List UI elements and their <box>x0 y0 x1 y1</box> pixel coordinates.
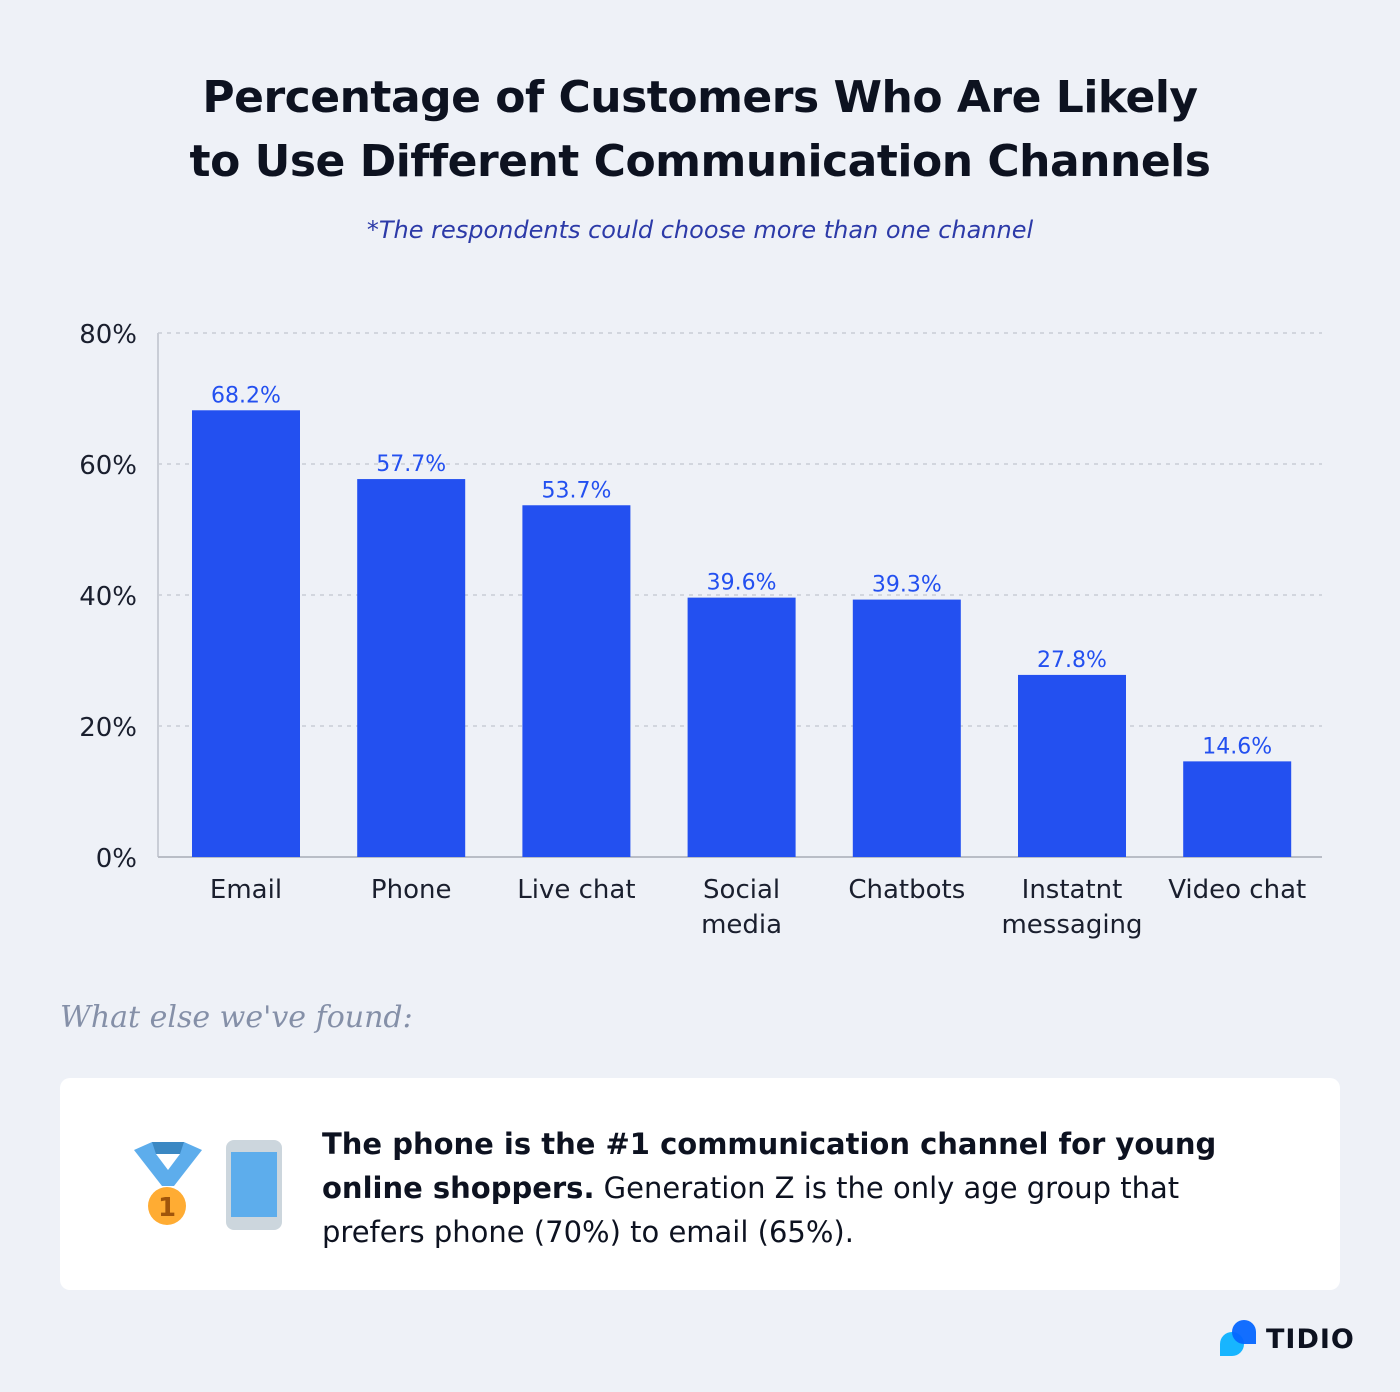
x-tick-label: Instatnt <box>1022 875 1123 905</box>
first-place-medal-icon: 1 <box>134 1142 202 1225</box>
finding-text: The phone is the #1 communication channe… <box>322 1122 1282 1254</box>
data-label: 27.8% <box>1037 648 1107 673</box>
bar-chatbots <box>852 599 961 857</box>
x-tick-label: Chatbots <box>848 875 965 905</box>
bar-phone <box>357 479 466 857</box>
y-tick-label: 80% <box>79 320 137 350</box>
chart-title: Percentage of Customers Who Are Likely t… <box>0 66 1400 194</box>
finding-detail: Generation Z is the only age group that … <box>322 1171 1180 1249</box>
logo-text: TIDIO <box>1266 1323 1355 1355</box>
mobile-phone-icon <box>226 1140 282 1230</box>
bar-live-chat <box>522 505 631 857</box>
title-line-1: Percentage of Customers Who Are Likely <box>202 72 1198 123</box>
svg-text:1: 1 <box>158 1193 176 1223</box>
data-label: 14.6% <box>1202 734 1272 759</box>
data-label: 57.7% <box>376 452 446 477</box>
bar-video-chat <box>1183 761 1292 857</box>
bar-instatnt-messaging <box>1018 674 1126 857</box>
x-tick-label: media <box>701 910 782 940</box>
x-tick-label: messaging <box>1001 910 1142 940</box>
x-tick-label: Live chat <box>517 875 635 905</box>
data-label: 39.6% <box>707 571 777 596</box>
title-line-2: to Use Different Communication Channels <box>189 136 1211 187</box>
finding-bold: The phone is the #1 communication channe… <box>322 1127 1217 1205</box>
x-tick-label: Email <box>210 875 282 905</box>
y-tick-label: 20% <box>79 713 137 743</box>
bar-social-media <box>687 597 796 857</box>
y-tick-label: 60% <box>79 451 137 481</box>
data-label: 53.7% <box>541 478 611 503</box>
data-label: 39.3% <box>872 573 942 598</box>
bar-email <box>192 410 300 857</box>
bar-chart: 0% 20% 40% 60% 80% 68.2% Email 57.7% Phone 53.7% L… <box>79 320 1322 940</box>
x-tick-label: Phone <box>371 875 452 905</box>
y-tick-label: 40% <box>79 582 137 612</box>
x-tick-label: Social <box>703 875 780 905</box>
finding-card: 1 The phone is the #1 communication chan… <box>60 1078 1340 1290</box>
tidio-logo: TIDIO <box>1218 1320 1355 1358</box>
data-label: 68.2% <box>211 383 281 408</box>
tidio-logo-icon <box>1220 1320 1256 1356</box>
y-tick-label: 0% <box>96 844 137 874</box>
chart-subtitle: *The respondents could choose more than … <box>366 216 1034 244</box>
x-tick-label: Video chat <box>1168 875 1306 905</box>
section-heading: What else we've found: <box>60 1000 413 1035</box>
